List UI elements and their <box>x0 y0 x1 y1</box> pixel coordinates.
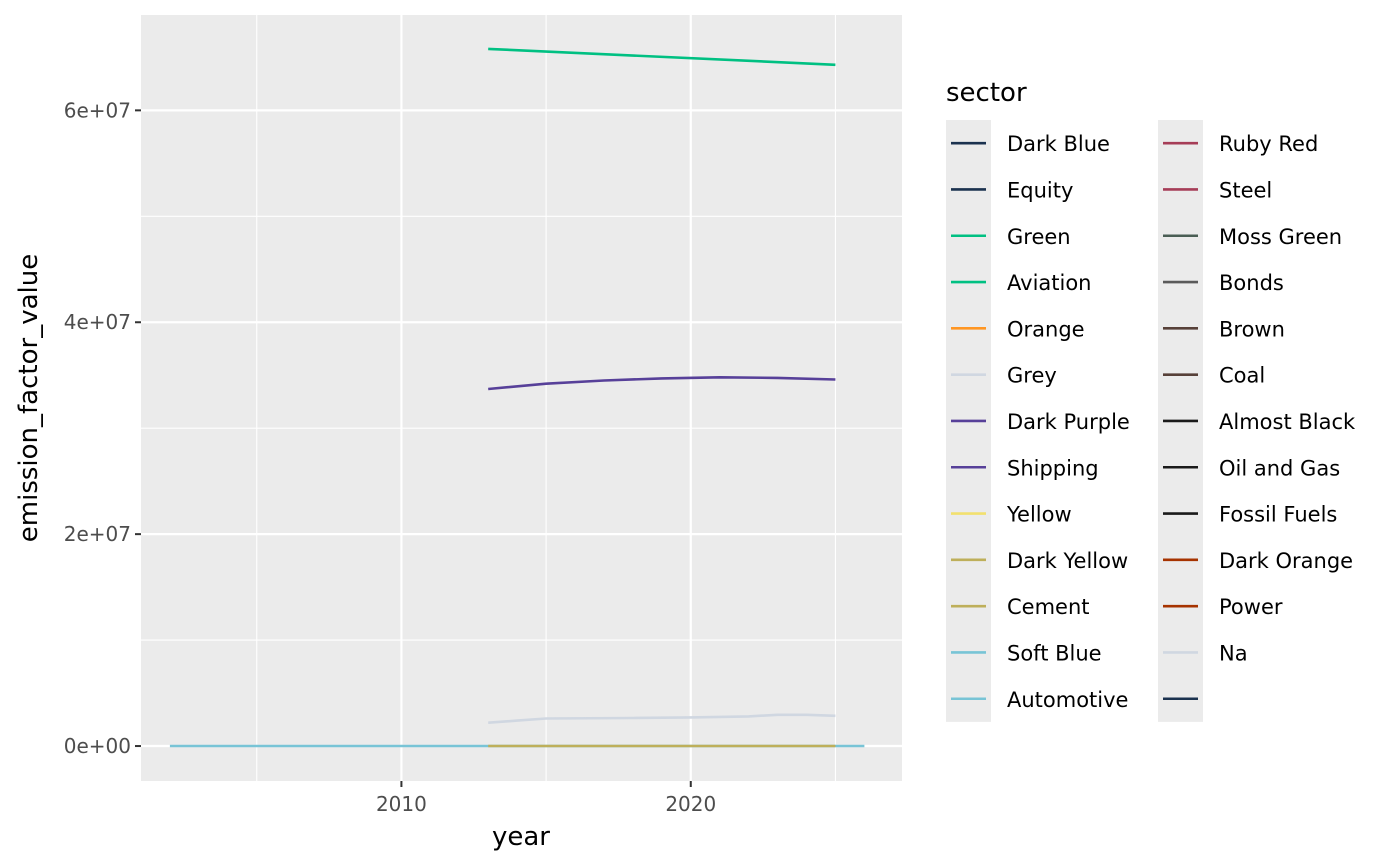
legend-label: Shipping <box>1007 456 1099 480</box>
legend-label: Automotive <box>1007 688 1128 712</box>
x-axis-title: year <box>492 822 550 852</box>
y-tick-label: 2e+07 <box>64 522 131 546</box>
legend-label: Soft Blue <box>1007 641 1102 665</box>
legend-label: Green <box>1007 225 1071 249</box>
legend-label: Fossil Fuels <box>1219 503 1337 527</box>
y-tick-label: 6e+07 <box>64 98 131 122</box>
series-lines <box>169 47 865 748</box>
x-tick-label: 2020 <box>665 792 716 816</box>
legend-label: Dark Purple <box>1007 410 1130 434</box>
y-axis-title: emission_factor_value <box>14 254 44 542</box>
legend-label: Bonds <box>1219 271 1284 295</box>
legend-label: Ruby Red <box>1219 132 1318 156</box>
legend-title: sector <box>946 78 1027 108</box>
y-tick-label: 4e+07 <box>64 310 131 334</box>
legend-label: Orange <box>1007 317 1085 341</box>
plot-panel <box>141 15 902 781</box>
legend-label: Dark Orange <box>1219 549 1353 573</box>
x-axis: 2010 2020 <box>376 781 716 816</box>
series-line-grey <box>488 713 836 724</box>
x-tick-label: 2010 <box>376 792 427 816</box>
series-line-aviation <box>488 47 836 67</box>
legend-label: Na <box>1219 641 1248 665</box>
legend-label: Steel <box>1219 178 1272 202</box>
legend-label: Dark Yellow <box>1007 549 1128 573</box>
legend-label: Yellow <box>1006 503 1072 527</box>
legend-label: Power <box>1219 595 1283 619</box>
series-line-shipping <box>488 375 836 391</box>
legend: sector Dark Blue Equity Green Aviation Orang… <box>946 78 1356 722</box>
legend-label: Dark Blue <box>1007 132 1110 156</box>
legend-label: Moss Green <box>1219 225 1342 249</box>
legend-label: Almost Black <box>1219 410 1356 434</box>
y-tick-label: 0e+00 <box>64 734 131 758</box>
legend-label: Equity <box>1007 178 1073 202</box>
legend-label: Aviation <box>1007 271 1092 295</box>
grid-minor <box>141 15 902 781</box>
legend-label: Coal <box>1219 364 1265 388</box>
legend-label: Cement <box>1007 595 1090 619</box>
y-axis: 0e+00 2e+07 4e+07 6e+07 <box>64 98 141 758</box>
legend-label: Brown <box>1219 317 1285 341</box>
legend-label: Grey <box>1007 364 1057 388</box>
legend-label: Oil and Gas <box>1219 456 1340 480</box>
